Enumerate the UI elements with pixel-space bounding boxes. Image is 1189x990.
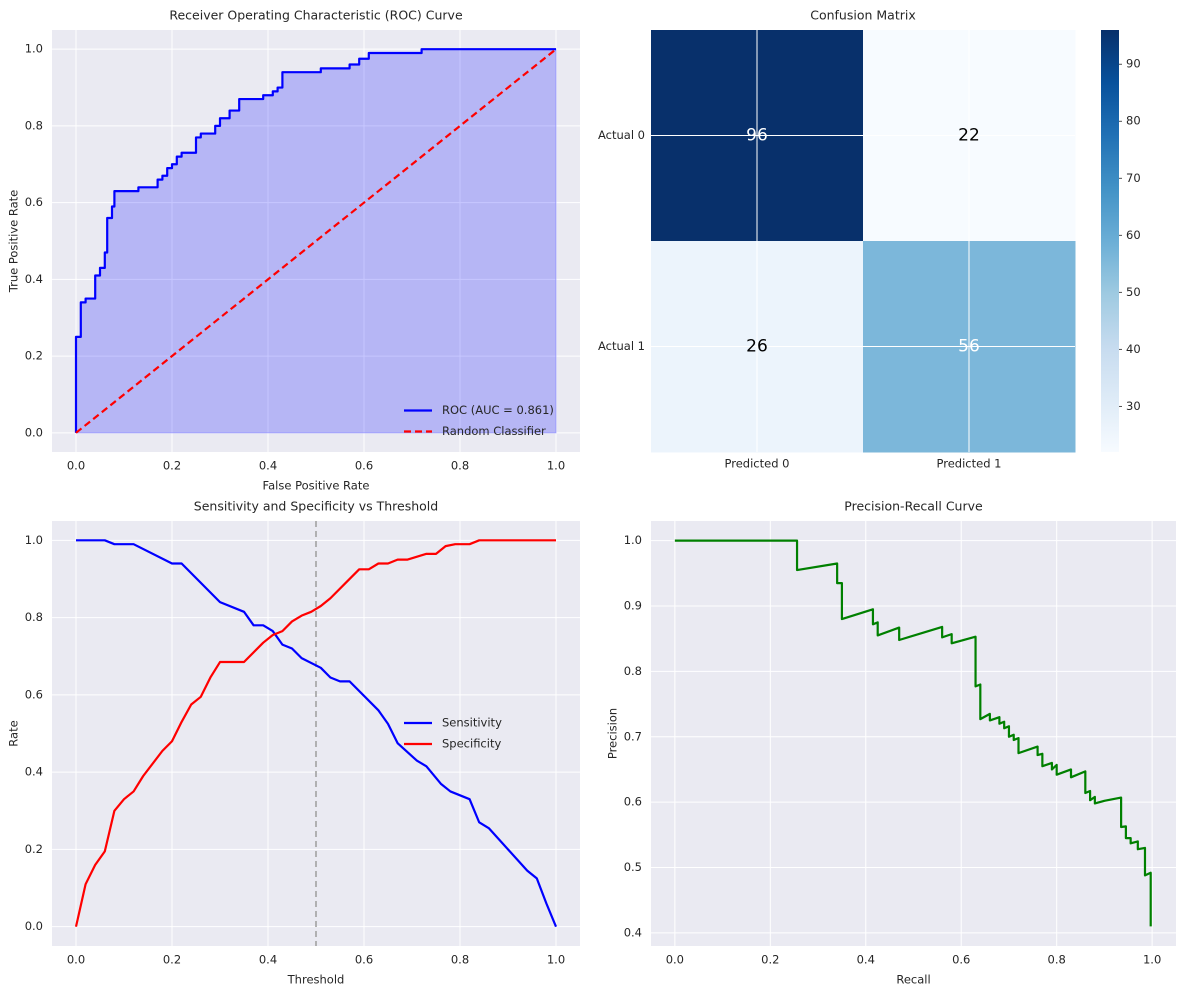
colorbar-tick-label: 30	[1126, 399, 1141, 413]
x-tick-label: 0.4	[857, 953, 875, 967]
x-tick-label: 0.6	[355, 953, 373, 967]
colorbar-tick-label: 50	[1126, 285, 1141, 299]
y-tick-label: 0.0	[25, 425, 43, 439]
cell-value: 96	[746, 126, 768, 146]
colorbar-tick-label: 60	[1126, 228, 1141, 242]
y-tick-label: 0.0	[25, 919, 43, 933]
x-tick-label: 0.0	[67, 459, 85, 473]
legend-label: ROC (AUC = 0.861)	[442, 403, 554, 417]
x-tick-label: 0.2	[163, 459, 181, 473]
x-tick-label: 0.2	[761, 953, 779, 967]
y-tick-label: 0.8	[624, 664, 642, 678]
y-axis-label: Precision	[606, 708, 620, 759]
y-tick-label: 0.4	[624, 925, 642, 939]
colorbar	[1101, 30, 1119, 452]
y-tick-label: 0.7	[624, 729, 642, 743]
x-tick-label: 0.8	[451, 953, 469, 967]
y-tick-label: 0.5	[624, 860, 642, 874]
y-tick-label: 0.8	[25, 610, 43, 624]
x-tick-label: 1.0	[1143, 953, 1161, 967]
y-tick-label: 0.4	[25, 272, 43, 286]
x-tick-label: Predicted 1	[937, 457, 1002, 471]
y-tick-label: 1.0	[25, 42, 43, 56]
cell-value: 56	[958, 337, 980, 357]
x-tick-label: 0.4	[259, 953, 277, 967]
legend-label: Specificity	[442, 737, 501, 751]
chart-title: Sensitivity and Specificity vs Threshold	[194, 499, 438, 514]
x-tick-label: 0.8	[451, 459, 469, 473]
x-tick-label: 0.6	[952, 953, 970, 967]
y-tick-label: 0.6	[25, 687, 43, 701]
y-tick-label: 0.4	[25, 765, 43, 779]
x-axis-label: Recall	[896, 973, 930, 987]
y-tick-label: 1.0	[624, 533, 642, 547]
y-axis-label: True Positive Rate	[7, 190, 21, 293]
colorbar-tick-label: 70	[1126, 171, 1141, 185]
x-tick-label: 0.6	[355, 459, 373, 473]
y-tick-label: 0.9	[624, 599, 642, 613]
plot-background	[651, 521, 1176, 946]
colorbar-tick-label: 90	[1126, 57, 1141, 71]
chart-title: Receiver Operating Characteristic (ROC) …	[169, 8, 463, 23]
x-tick-label: 0.4	[259, 459, 277, 473]
cell-value: 22	[958, 126, 980, 146]
x-axis-label: Threshold	[287, 973, 345, 987]
series-line	[674, 539, 1152, 927]
colorbar-tick-label: 40	[1126, 342, 1141, 356]
y-tick-label: 1.0	[25, 533, 43, 547]
colorbar-tick-label: 80	[1126, 114, 1141, 128]
legend-label: Random Classifier	[442, 424, 546, 438]
y-axis-label: Rate	[7, 720, 21, 746]
chart-title: Confusion Matrix	[810, 8, 916, 23]
series-line	[75, 48, 557, 434]
series-line	[76, 539, 558, 928]
series-line	[74, 539, 556, 927]
y-tick-label: Actual 1	[598, 339, 645, 353]
legend-label: Sensitivity	[442, 716, 502, 730]
y-tick-label: Actual 0	[598, 128, 645, 142]
cell-value: 26	[746, 337, 768, 357]
x-tick-label: 1.0	[547, 953, 565, 967]
x-tick-label: Predicted 0	[725, 457, 790, 471]
y-tick-label: 0.2	[25, 349, 43, 363]
y-tick-label: 0.6	[624, 795, 642, 809]
series-line	[74, 48, 556, 433]
x-axis-label: False Positive Rate	[263, 479, 370, 493]
x-tick-label: 0.0	[666, 953, 684, 967]
x-tick-label: 1.0	[547, 459, 565, 473]
y-tick-label: 0.8	[25, 118, 43, 132]
x-tick-label: 0.0	[67, 953, 85, 967]
x-tick-label: 0.8	[1048, 953, 1066, 967]
y-tick-label: 0.2	[25, 842, 43, 856]
x-tick-label: 0.2	[163, 953, 181, 967]
y-tick-label: 0.6	[25, 195, 43, 209]
chart-title: Precision-Recall Curve	[844, 499, 983, 514]
